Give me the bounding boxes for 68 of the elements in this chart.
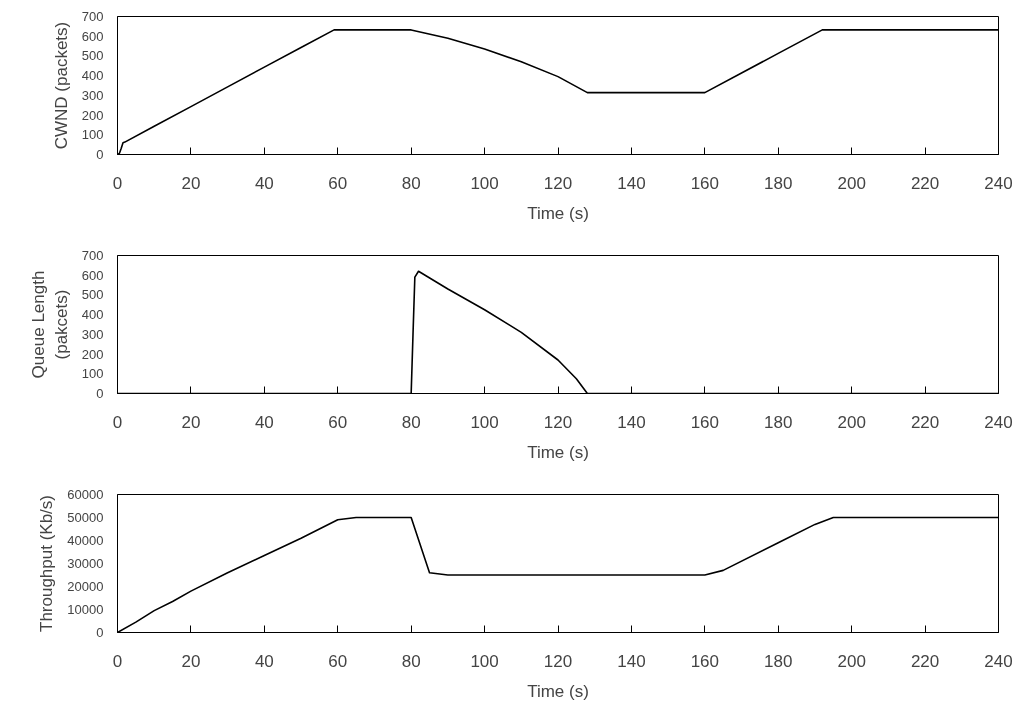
y-tick-label: 500 bbox=[81, 48, 104, 64]
x-tick-label: 40 bbox=[254, 412, 274, 432]
y-tick-label: 200 bbox=[81, 107, 104, 123]
x-tick-label: 40 bbox=[254, 651, 274, 671]
x-axis-title: Time (s) bbox=[527, 442, 589, 462]
x-tick-label: 220 bbox=[910, 173, 940, 193]
y-tick-label: 500 bbox=[81, 287, 104, 303]
x-tick-label: 160 bbox=[690, 651, 720, 671]
x-tick-label: 0 bbox=[112, 412, 123, 432]
y-axis-title: CWND (packets) bbox=[51, 21, 71, 150]
x-tick-label: 100 bbox=[470, 173, 499, 193]
x-tick-label: 60 bbox=[328, 173, 348, 193]
x-tick-label: 80 bbox=[401, 412, 421, 432]
y-tick-label: 0 bbox=[96, 147, 104, 162]
x-tick-label: 180 bbox=[764, 173, 793, 193]
y-tick-label: 40000 bbox=[67, 533, 104, 548]
y-tick-label: 100 bbox=[81, 366, 104, 382]
y-tick-label: 50000 bbox=[67, 510, 104, 525]
x-tick-label: 60 bbox=[328, 412, 348, 432]
x-tick-label: 160 bbox=[690, 412, 720, 432]
x-tick-label: 120 bbox=[543, 651, 573, 671]
x-tick-label: 80 bbox=[401, 651, 421, 671]
x-tick-label: 60 bbox=[328, 651, 348, 671]
y-tick-label: 700 bbox=[81, 248, 104, 263]
y-tick-label: 100 bbox=[81, 127, 104, 143]
x-tick-label: 200 bbox=[837, 173, 866, 193]
y-tick-label: 10000 bbox=[67, 602, 104, 617]
y-tick-label: 300 bbox=[81, 326, 104, 342]
x-tick-label: 220 bbox=[910, 651, 940, 671]
x-tick-label: 160 bbox=[690, 173, 720, 193]
x-tick-label: 120 bbox=[543, 173, 573, 193]
y-tick-label: 400 bbox=[81, 307, 104, 323]
y-tick-label: 600 bbox=[81, 267, 104, 283]
y-tick-label: 0 bbox=[96, 386, 104, 401]
x-tick-label: 120 bbox=[543, 412, 573, 432]
y-tick-label: 60000 bbox=[67, 487, 104, 502]
y-axis-title: Queue Length (pakcets) bbox=[29, 270, 71, 379]
x-tick-label: 0 bbox=[112, 651, 123, 671]
x-tick-label: 20 bbox=[181, 173, 201, 193]
x-tick-label: 100 bbox=[470, 651, 499, 671]
x-tick-label: 140 bbox=[617, 173, 646, 193]
y-axis-title: Throughput (Kb/s) bbox=[37, 494, 57, 633]
y-tick-label: 700 bbox=[81, 9, 104, 24]
y-tick-label: 300 bbox=[81, 87, 104, 103]
y-tick-label: 400 bbox=[81, 68, 104, 84]
y-tick-label: 200 bbox=[81, 346, 104, 362]
x-tick-label: 40 bbox=[254, 173, 274, 193]
x-tick-label: 20 bbox=[181, 412, 201, 432]
x-tick-label: 80 bbox=[401, 173, 421, 193]
x-tick-label: 220 bbox=[910, 412, 940, 432]
y-tick-label: 600 bbox=[81, 28, 104, 44]
x-tick-label: 200 bbox=[837, 412, 866, 432]
x-tick-label: 100 bbox=[470, 412, 499, 432]
y-tick-label: 30000 bbox=[67, 556, 104, 571]
y-tick-label: 0 bbox=[96, 625, 104, 640]
x-tick-label: 140 bbox=[617, 651, 646, 671]
x-tick-label: 240 bbox=[984, 651, 1013, 671]
x-tick-label: 240 bbox=[984, 412, 1013, 432]
x-tick-label: 180 bbox=[764, 651, 793, 671]
x-tick-label: 240 bbox=[984, 173, 1013, 193]
x-axis-title: Time (s) bbox=[527, 203, 589, 223]
x-axis-title: Time (s) bbox=[527, 681, 589, 701]
x-tick-label: 20 bbox=[181, 651, 201, 671]
x-tick-label: 140 bbox=[617, 412, 646, 432]
y-tick-label: 20000 bbox=[67, 579, 104, 594]
x-tick-label: 0 bbox=[112, 173, 123, 193]
x-tick-label: 200 bbox=[837, 651, 866, 671]
x-tick-label: 180 bbox=[764, 412, 793, 432]
